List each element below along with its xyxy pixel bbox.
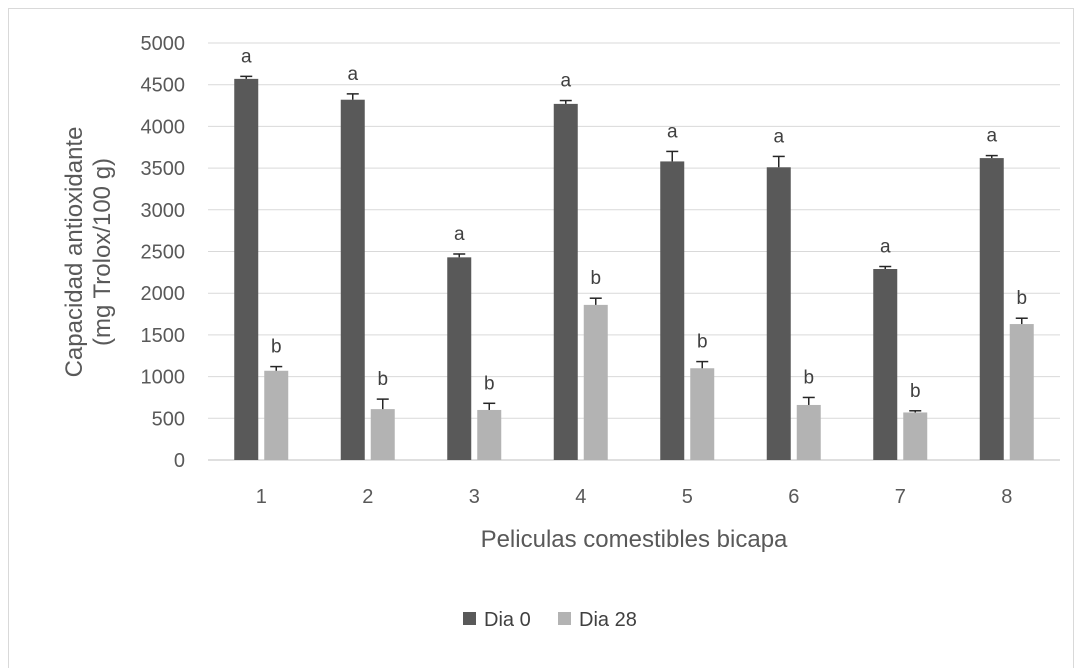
significance-label: a <box>454 224 465 245</box>
y-tick-label: 4500 <box>141 75 186 97</box>
x-tick-label: 2 <box>362 486 373 508</box>
significance-label: b <box>1016 288 1027 309</box>
x-tick-label: 6 <box>788 486 799 508</box>
bar-dia28 <box>903 412 928 460</box>
significance-label: b <box>910 381 921 402</box>
y-axis-title-line-2: (mg Trolox/100 g) <box>89 158 116 346</box>
bar-dia28 <box>1009 324 1034 460</box>
significance-label: b <box>803 367 814 388</box>
y-axis-title-line-1: Capacidad antioxidante <box>61 127 88 378</box>
legend: Dia 0 Dia 28 <box>463 609 637 631</box>
y-tick-label: 0 <box>174 450 185 472</box>
x-tick-label: 1 <box>256 486 267 508</box>
bar-dia0 <box>447 257 472 460</box>
gridlines <box>208 42 1060 461</box>
x-tick-label: 3 <box>469 486 480 508</box>
x-axis-title: Peliculas comestibles bicapa <box>481 526 788 553</box>
bar-dia0 <box>979 158 1004 461</box>
bar-dia0 <box>553 103 578 460</box>
significance-label: a <box>880 237 891 258</box>
y-tick-label: 4000 <box>141 116 186 138</box>
y-tick-label: 500 <box>152 408 185 430</box>
x-tick-label: 5 <box>682 486 693 508</box>
legend-label-dia28: Dia 28 <box>579 609 637 631</box>
x-tick-label: 7 <box>895 486 906 508</box>
y-tick-label: 3500 <box>141 158 186 180</box>
bar-dia28 <box>690 368 715 460</box>
bar-dia28 <box>370 409 395 460</box>
bar-dia0 <box>873 269 898 460</box>
y-tick-label: 2500 <box>141 242 186 264</box>
y-axis-ticks: 0 500 1000 1500 2000 2500 3000 3500 4000 4500 5000 <box>141 33 186 472</box>
significance-label: b <box>697 332 708 353</box>
significance-label: a <box>560 71 571 92</box>
bar-dia28 <box>583 304 608 460</box>
bar-dia28 <box>796 404 821 460</box>
bar-dia28 <box>477 409 502 460</box>
x-tick-label: 4 <box>575 486 586 508</box>
y-tick-label: 1000 <box>141 367 186 389</box>
bar-dia0 <box>340 99 365 460</box>
y-tick-label: 1500 <box>141 325 186 347</box>
y-tick-label: 3000 <box>141 200 186 222</box>
legend-swatch-dia0 <box>463 612 476 625</box>
significance-label: a <box>986 126 997 147</box>
bar-dia28 <box>264 370 289 460</box>
significance-label: b <box>377 369 388 390</box>
significance-label: a <box>241 46 252 67</box>
bar-dia0 <box>234 78 259 460</box>
x-tick-label: 8 <box>1001 486 1012 508</box>
significance-label: a <box>667 121 678 142</box>
x-axis-ticks: 1 2 3 4 5 6 7 8 <box>256 486 1013 508</box>
y-tick-label: 5000 <box>141 33 186 55</box>
legend-label-dia0: Dia 0 <box>484 609 531 631</box>
y-tick-label: 2000 <box>141 283 186 305</box>
bar-dia0 <box>660 161 685 461</box>
bars: a b a b a b a b a b a b a b a b <box>234 46 1034 461</box>
significance-label: b <box>590 268 601 289</box>
chart-frame <box>8 8 1074 668</box>
significance-label: a <box>773 126 784 147</box>
significance-label: b <box>271 337 282 358</box>
significance-label: a <box>347 64 358 85</box>
legend-swatch-dia28 <box>558 612 571 625</box>
bar-dia0 <box>766 167 791 461</box>
significance-label: b <box>484 373 495 394</box>
